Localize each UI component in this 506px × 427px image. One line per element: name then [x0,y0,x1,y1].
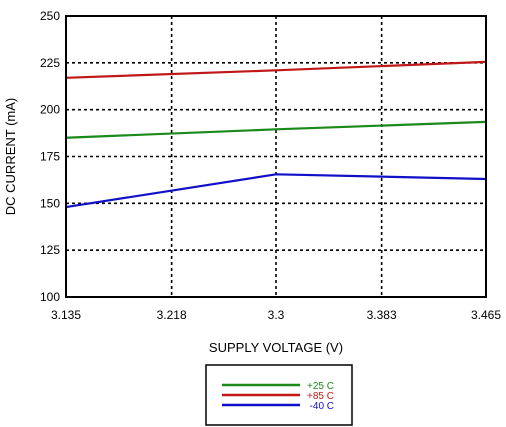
y-tick-label: 200 [40,103,60,117]
y-axis-label: DC CURRENT (mA) [3,98,18,215]
y-tick-label: 225 [40,56,60,70]
x-tick-label: 3.135 [51,308,81,322]
legend-entry: +85 C [307,391,334,402]
x-axis-ticks: 3.135 3.218 3.3 3.383 3.465 [51,308,501,322]
x-tick-label: 3.3 [268,308,285,322]
y-axis-ticks: 100 125 150 175 200 225 250 [40,9,60,304]
y-tick-label: 150 [40,196,60,210]
data-series [65,60,487,209]
series-point [275,128,277,131]
series-point [275,173,277,176]
legend: +25 C+85 C-40 C [205,364,353,426]
y-tick-label: 100 [40,290,60,304]
x-tick-label: 3.218 [157,308,187,322]
x-tick-label: 3.465 [471,308,501,322]
legend-entry: +25 C [307,381,334,392]
x-tick-label: 3.383 [367,308,397,322]
plot-area-frame [65,15,487,298]
y-tick-label: 175 [40,150,60,164]
y-tick-label: 250 [40,9,60,23]
grid-lines [66,16,486,297]
series-point [275,69,277,72]
legend-entry: -40 C [310,401,334,412]
y-tick-label: 125 [40,243,60,257]
x-axis-label: SUPPLY VOLTAGE (V) [209,340,343,355]
